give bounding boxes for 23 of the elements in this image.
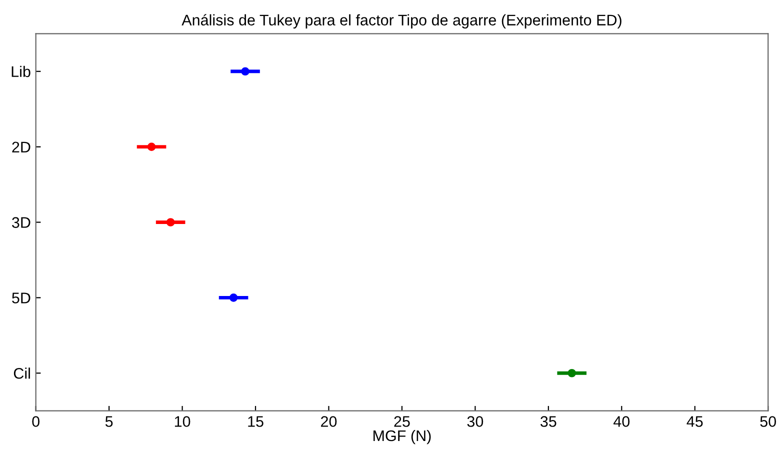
point [229, 294, 238, 302]
y-tick-label: 5D [12, 292, 30, 304]
x-axis-title: MGF (N) [374, 430, 431, 444]
x-tick-label: 0 [32, 416, 40, 427]
x-tick-label: 45 [686, 416, 703, 427]
y-tick-label: Cil [14, 368, 30, 379]
x-tick-label: 25 [394, 416, 410, 427]
x-tick-label: 50 [760, 416, 776, 427]
chart-title: Análisis de Tukey para el factor Tipo de agarre (Experimento ED) [182, 14, 622, 29]
x-tick-label: 10 [174, 416, 190, 427]
y-tick-label: 2D [12, 142, 30, 152]
y-tick-label: 3D [12, 217, 30, 228]
point [241, 67, 250, 76]
point [166, 218, 175, 226]
y-tick-label: Lib [12, 66, 30, 78]
x-tick-label: 35 [540, 416, 556, 427]
x-tick-label: 40 [613, 416, 630, 427]
x-tick-label: 30 [467, 416, 484, 427]
point [568, 368, 576, 378]
point [147, 142, 156, 151]
x-tick-label: 15 [248, 416, 264, 427]
x-tick-label: 20 [321, 416, 337, 427]
x-tick-label: 5 [105, 416, 113, 427]
